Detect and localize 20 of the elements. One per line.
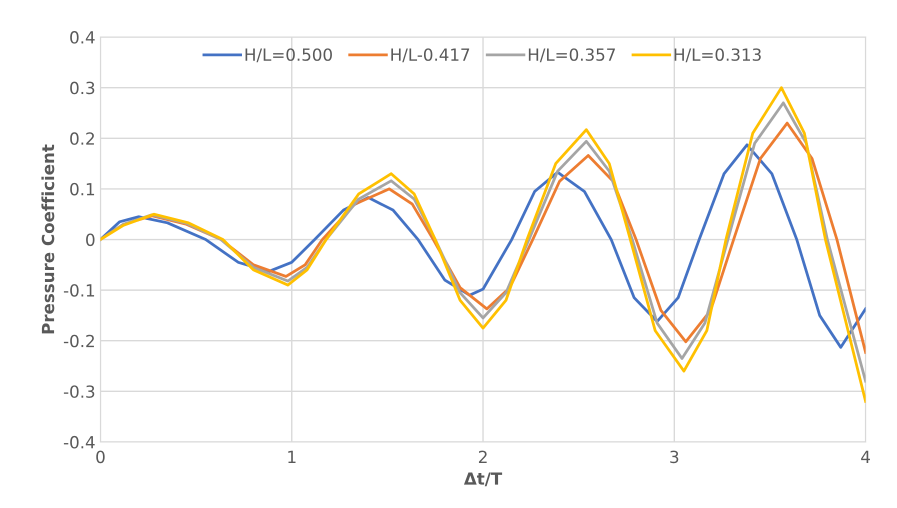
y-tick-label: -0.1 xyxy=(64,284,94,297)
y-tick-label: 0.3 xyxy=(70,82,94,94)
x-axis-title: Δt/T xyxy=(464,472,502,486)
legend-label: H/L-0.417 xyxy=(391,48,470,62)
legend-label: H/L=0.313 xyxy=(674,48,761,62)
x-tick-label: 1 xyxy=(288,450,296,463)
y-tick-label: 0 xyxy=(86,233,94,246)
y-tick-label: 0.2 xyxy=(70,132,94,145)
y-axis-title: Pressure Coefficient xyxy=(41,144,54,334)
x-tick-label: 3 xyxy=(670,450,678,464)
legend-label: H/L=0.357 xyxy=(528,48,615,62)
x-tick-label: 2 xyxy=(478,450,487,463)
x-tick-label: 0 xyxy=(96,450,105,464)
legend-label: H/L=0.500 xyxy=(246,48,332,62)
y-tick-label: 0.1 xyxy=(70,182,94,196)
y-tick-label: -0.3 xyxy=(64,385,94,398)
x-tick-label: 4 xyxy=(861,450,870,463)
y-tick-label: -0.2 xyxy=(64,334,94,348)
y-tick-label: -0.4 xyxy=(64,436,95,449)
y-tick-label: 0.4 xyxy=(70,31,95,44)
